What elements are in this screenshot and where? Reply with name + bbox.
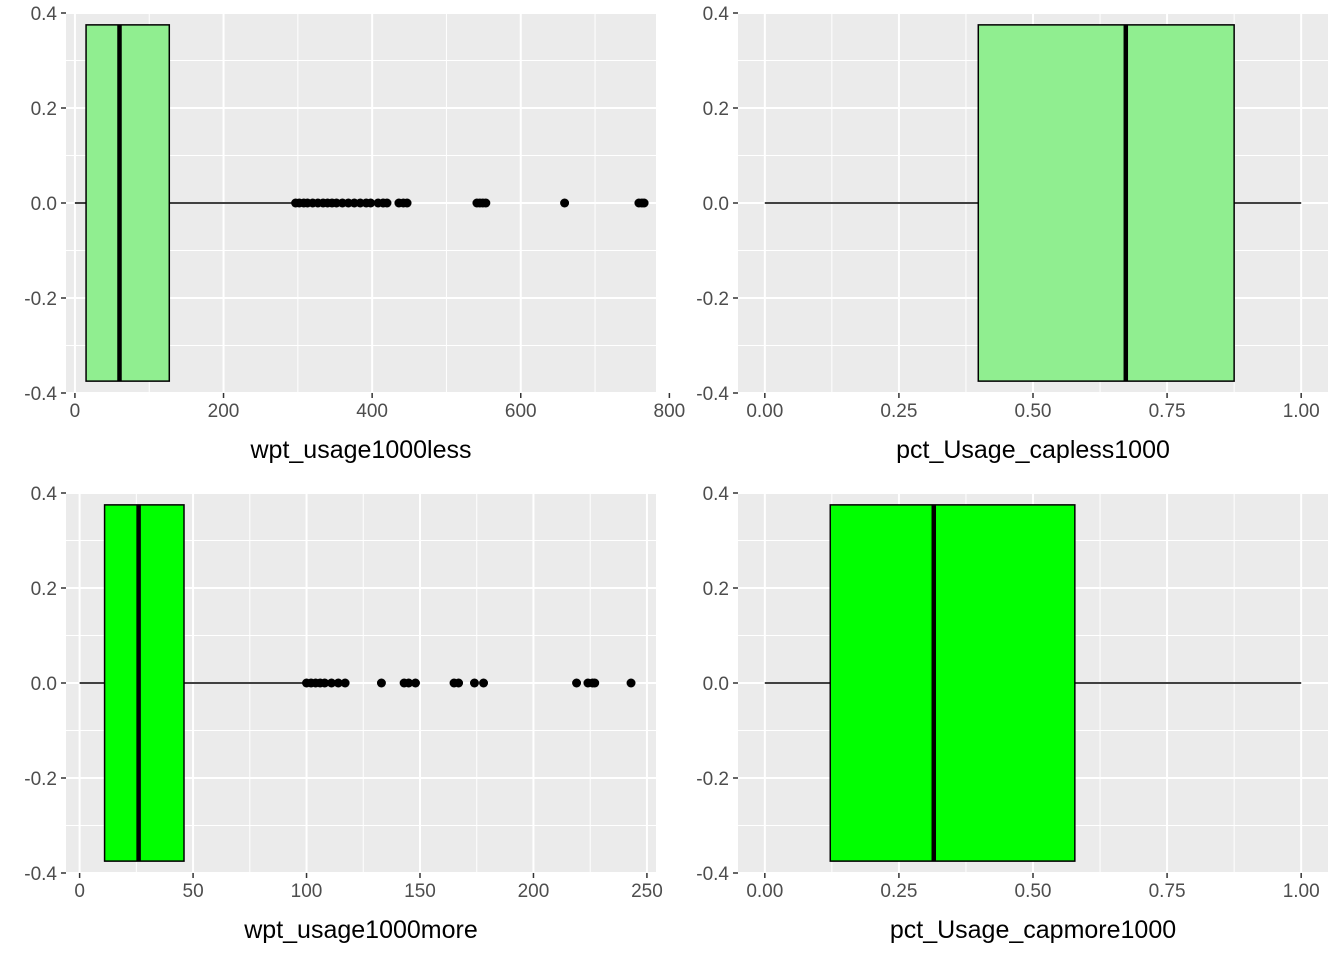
x-tick-label: 150 <box>404 881 436 902</box>
outlier-point <box>469 678 479 688</box>
outlier-point <box>320 678 330 688</box>
y-tick-label: -0.4 <box>24 864 57 885</box>
y-tick-label: -0.2 <box>24 769 57 790</box>
outlier-point <box>340 678 350 688</box>
x-tick-label: 200 <box>518 881 550 902</box>
box <box>829 504 1076 862</box>
x-tick-label: 600 <box>505 401 537 422</box>
y-tick-label: 0.4 <box>31 4 58 25</box>
x-tick-label: 1.00 <box>1283 401 1320 422</box>
outlier-point <box>626 678 636 688</box>
outlier-point <box>382 198 392 208</box>
outlier-point <box>366 198 376 208</box>
y-tick-label: -0.2 <box>696 289 729 310</box>
y-tick-label: 0.4 <box>703 484 730 505</box>
x-tick-label: 800 <box>654 401 686 422</box>
x-axis-title: wpt_usage1000more <box>243 916 478 944</box>
y-tick-label: 0.4 <box>31 484 58 505</box>
outlier-point <box>327 678 336 688</box>
y-tick-label: 0.0 <box>703 194 729 215</box>
y-tick-label: -0.4 <box>696 864 729 885</box>
outlier-point <box>639 198 649 208</box>
x-tick-label: 0 <box>70 401 81 422</box>
y-tick-label: 0.0 <box>31 674 57 695</box>
y-tick-label: 0.2 <box>31 579 57 600</box>
x-tick-label: 0.50 <box>1015 401 1052 422</box>
x-tick-label: 0.75 <box>1149 881 1186 902</box>
outlier-point <box>590 678 600 688</box>
outlier-point <box>404 678 414 688</box>
x-tick-label: 50 <box>183 881 204 902</box>
x-tick-label: 0.25 <box>880 881 917 902</box>
outlier-point <box>572 678 582 688</box>
outlier-point <box>479 678 489 688</box>
y-tick-label: -0.4 <box>696 384 729 405</box>
box <box>103 504 185 862</box>
outlier-point <box>333 678 343 688</box>
x-tick-label: 0.25 <box>880 401 917 422</box>
chart-panel-3: 0 50 100 150 200 250 -0.4 -0.2 0.0 0.2 0.4 wpt_usag… <box>24 484 663 944</box>
outlier-point <box>410 678 420 688</box>
y-tick-label: -0.2 <box>24 289 57 310</box>
outlier-point <box>454 678 464 688</box>
x-tick-label: 200 <box>208 401 240 422</box>
x-axis-title: wpt_usage1000less <box>250 436 472 464</box>
x-axis-title: pct_Usage_capless1000 <box>896 436 1170 464</box>
x-tick-label: 100 <box>291 881 323 902</box>
chart-panel-1: 0 200 400 600 800 -0.4 -0.2 0.0 0.2 0.4 wpt_usage1… <box>24 4 685 464</box>
y-tick-label: 0.2 <box>31 99 57 120</box>
x-tick-label: 400 <box>356 401 388 422</box>
x-tick-label: 0.50 <box>1015 881 1052 902</box>
box <box>85 24 171 382</box>
x-tick-label: 0.00 <box>746 401 783 422</box>
chart-panel-4: 0.00 0.25 0.50 0.75 1.00 -0.4 -0.2 0.0 0.2 0.4 pct… <box>696 484 1328 944</box>
chart-panel-2: 0.00 0.25 0.50 0.75 1.00 -0.4 -0.2 0.0 0.2 0.4 pct… <box>696 4 1328 464</box>
box <box>977 24 1235 382</box>
y-tick-label: 0.4 <box>703 4 730 25</box>
outlier-point <box>402 198 412 208</box>
y-tick-label: 0.0 <box>31 194 57 215</box>
y-tick-label: -0.2 <box>696 769 729 790</box>
outlier-point <box>481 198 491 208</box>
outlier-point <box>560 198 570 208</box>
x-tick-label: 0.00 <box>746 881 783 902</box>
x-tick-label: 0 <box>74 881 85 902</box>
y-tick-label: -0.4 <box>24 384 57 405</box>
y-tick-label: 0.2 <box>703 99 729 120</box>
x-tick-label: 0.75 <box>1149 401 1186 422</box>
x-tick-label: 1.00 <box>1283 881 1320 902</box>
outlier-point <box>376 678 386 688</box>
x-axis-title: pct_Usage_capmore1000 <box>890 916 1176 944</box>
y-tick-label: 0.0 <box>703 674 729 695</box>
y-tick-label: 0.2 <box>703 579 729 600</box>
x-tick-label: 250 <box>631 881 663 902</box>
